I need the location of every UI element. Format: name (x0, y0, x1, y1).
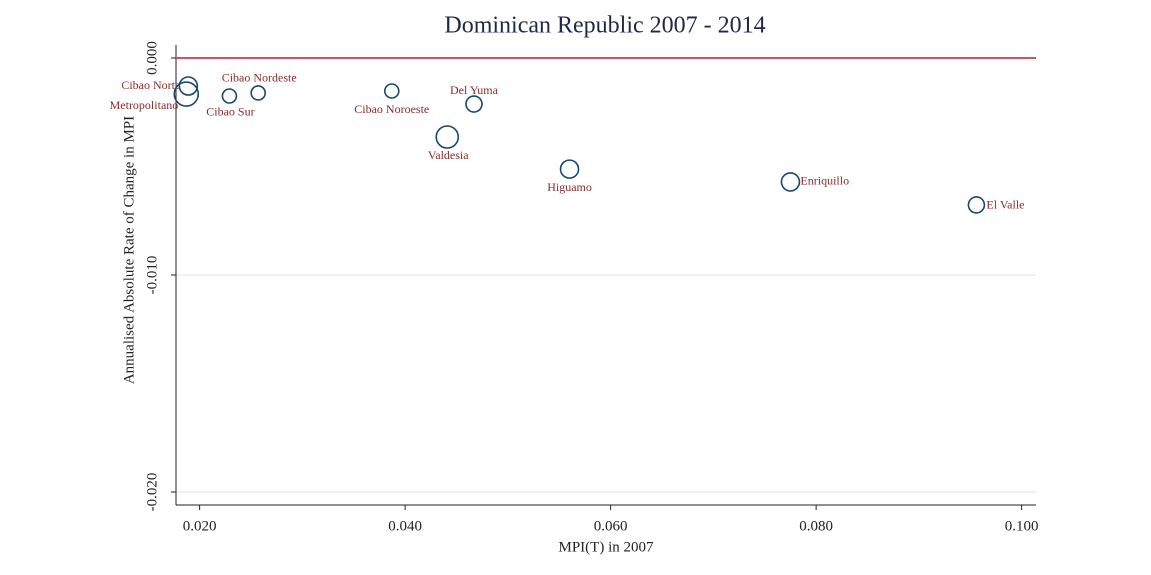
bubble (383, 83, 400, 99)
bubble (173, 81, 200, 107)
point-label: Metropolitano (110, 98, 179, 112)
y-axis-label: Annualised Absolute Rate of Change in MP… (121, 116, 137, 384)
x-tick-label: 0.100 (1005, 518, 1039, 534)
x-axis-label: MPI(T) in 2007 (559, 539, 654, 555)
x-tick-label: 0.080 (799, 518, 833, 534)
point-label: Enriquillo (800, 174, 849, 188)
point-label: Valdesia (428, 148, 469, 162)
y-tick-label: -0.010 (144, 256, 160, 295)
bubble (435, 125, 460, 149)
point-label: Cibao Noroeste (354, 102, 429, 116)
y-tick-label: -0.020 (144, 473, 160, 512)
x-tick-label: 0.040 (388, 518, 422, 534)
bubble (250, 85, 266, 101)
x-tick-label: 0.060 (594, 518, 628, 534)
y-tick-label: 0.000 (144, 41, 160, 75)
bubble (221, 88, 238, 104)
point-label: Higuamo (547, 180, 592, 194)
bubble (780, 172, 801, 192)
bubble (178, 76, 199, 96)
bubble (559, 159, 580, 179)
bubble (465, 95, 483, 113)
point-label: Cibao Sur (206, 105, 254, 119)
point-label: Cibao Norte (121, 78, 180, 92)
point-label: Cibao Nordeste (222, 71, 297, 85)
bubble (967, 196, 986, 214)
point-label: El Valle (986, 198, 1024, 212)
point-label: Del Yuma (450, 83, 499, 97)
x-tick-label: 0.020 (183, 518, 217, 534)
chart-title: Dominican Republic 2007 - 2014 (444, 13, 765, 39)
